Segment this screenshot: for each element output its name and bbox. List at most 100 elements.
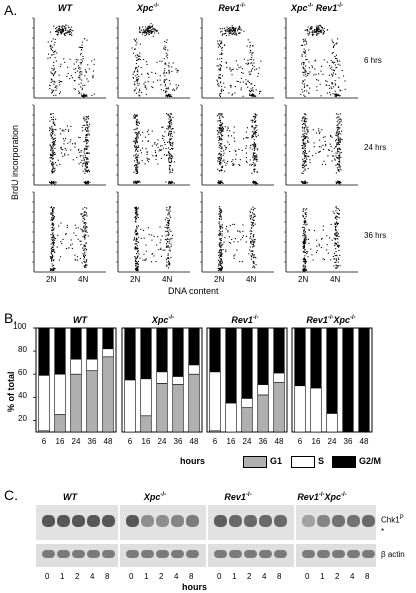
- chk1-label: Chk1P: [381, 515, 404, 525]
- bar-g2m: [342, 327, 354, 433]
- bar-g1: [257, 394, 269, 433]
- actin-band: [186, 550, 199, 558]
- x-tick-label: 24: [243, 437, 252, 446]
- bar-group: 6 16 24 36 48: [206, 327, 288, 446]
- bar-s: [241, 398, 253, 409]
- bar-s: [102, 348, 114, 358]
- actin-band: [171, 550, 184, 558]
- tick-2n: 2N: [298, 275, 308, 284]
- bar-s: [257, 384, 269, 396]
- lane-label: 2: [159, 572, 164, 581]
- blot-title-xpc: Xpc-/-: [143, 492, 167, 502]
- x-tick-label: 6: [128, 437, 133, 446]
- bar-s: [124, 379, 136, 433]
- ytick-40: 40: [18, 391, 27, 400]
- blot-divider-3: [294, 505, 296, 567]
- panel-a-letter: A.: [4, 2, 18, 18]
- chk1-band: [72, 515, 85, 527]
- tick-4n: 4N: [246, 275, 256, 284]
- bar-s: [156, 371, 168, 384]
- x-tick-label: 24: [158, 437, 167, 446]
- chk1-band: [186, 515, 199, 527]
- panel-b-letter: B.: [4, 310, 18, 326]
- lane-label: 0: [129, 572, 134, 581]
- bar-title-xpc: Xpc-/-: [151, 315, 175, 325]
- bar-g2m: [70, 327, 82, 360]
- bar-g1: [209, 430, 221, 433]
- x-tick-label: 36: [259, 437, 268, 446]
- bar-s: [86, 358, 98, 372]
- flow-plot: 2N 4N: [116, 191, 190, 284]
- bar-s: [38, 375, 50, 432]
- bar-g2m: [172, 327, 184, 377]
- lane-label: 2: [335, 572, 340, 581]
- bar-title-wt: WT: [73, 315, 87, 325]
- bar-g1: [188, 373, 200, 433]
- stacked-bar-chart: 6 16 24 36 48 6 16 24 36 48 6 16 24 36 48 6 16 24 36 48: [33, 327, 373, 446]
- bar-g2m: [273, 327, 285, 374]
- panel-c-xlabel: hours: [182, 582, 208, 592]
- blot-divider-1: [118, 505, 120, 567]
- actin-band: [214, 550, 227, 558]
- actin-band: [317, 550, 330, 558]
- actin-band: [141, 550, 154, 558]
- chk1-band: [229, 515, 242, 527]
- legend-g1-label: G1: [270, 456, 283, 466]
- chk1-band: [302, 515, 315, 527]
- actin-band: [229, 550, 242, 558]
- bar-g1: [172, 384, 184, 433]
- x-tick-label: 6: [42, 437, 47, 446]
- bar-g2m: [241, 327, 253, 399]
- bar-s: [294, 385, 306, 433]
- lane-label: 2: [247, 572, 252, 581]
- tick-4n: 4N: [162, 275, 172, 284]
- chk1-band: [317, 515, 330, 527]
- bar-g1: [273, 382, 285, 433]
- x-tick-label: 48: [360, 437, 369, 446]
- x-tick-label: 36: [344, 437, 353, 446]
- chk1-band: [362, 515, 375, 527]
- flow-plot: [284, 104, 358, 186]
- blot-title-rev1-xpc: Rev1-/-Xpc-/-: [297, 492, 347, 502]
- bar-s: [209, 371, 221, 432]
- ytick-80: 80: [18, 345, 27, 354]
- x-tick-label: 6: [298, 437, 303, 446]
- tick-4n: 4N: [78, 275, 88, 284]
- bar-title-rev1-xpc: Rev1-/-Xpc-/-: [306, 315, 356, 325]
- lane-label: 1: [60, 572, 65, 581]
- chk1-band: [57, 515, 70, 527]
- actin-band: [156, 550, 169, 558]
- bar-s: [188, 364, 200, 375]
- flow-plot: [32, 17, 106, 99]
- bar-s: [310, 387, 322, 433]
- lane-label: 0: [45, 572, 50, 581]
- bar-g2m: [257, 327, 269, 385]
- bar-g1: [70, 373, 82, 433]
- lane-label: 0: [305, 572, 310, 581]
- actin-band: [274, 550, 287, 558]
- actin-band: [244, 550, 257, 558]
- bar-g1: [140, 415, 152, 433]
- actin-band: [42, 550, 55, 558]
- x-tick-label: 36: [88, 437, 97, 446]
- x-tick-label: 6: [213, 437, 218, 446]
- chk1-band: [141, 515, 154, 527]
- flow-cytometry-grid: 2N 4N 2N 4N 2N 4N 2N 4N: [32, 17, 358, 284]
- bar-g2m: [294, 327, 306, 387]
- genotype-wt: WT: [58, 3, 72, 13]
- x-tick-label: 48: [104, 437, 113, 446]
- flow-plot: 2N 4N: [32, 191, 106, 284]
- chk1-band: [259, 515, 272, 527]
- blot-divider-2: [206, 505, 208, 567]
- chk1-band: [214, 515, 227, 527]
- bar-g2m: [102, 327, 114, 350]
- ytick-60: 60: [18, 368, 27, 377]
- ytick-20: 20: [18, 414, 27, 423]
- bar-g2m: [124, 327, 136, 381]
- chk1-band: [244, 515, 257, 527]
- lane-label: 2: [75, 572, 80, 581]
- row-label-24hrs: 24 hrs: [364, 143, 387, 152]
- ytick-100: 100: [13, 322, 27, 331]
- actin-band: [362, 550, 375, 558]
- chk1-band: [102, 515, 115, 527]
